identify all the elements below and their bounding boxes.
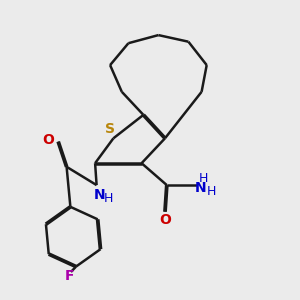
- Text: F: F: [65, 269, 74, 284]
- Text: N: N: [94, 188, 105, 202]
- Text: N: N: [194, 182, 206, 195]
- Text: H: H: [207, 185, 217, 198]
- Text: O: O: [159, 213, 171, 227]
- Text: O: O: [42, 133, 54, 147]
- Text: H: H: [104, 192, 113, 205]
- Text: H: H: [199, 172, 208, 185]
- Text: S: S: [105, 122, 116, 136]
